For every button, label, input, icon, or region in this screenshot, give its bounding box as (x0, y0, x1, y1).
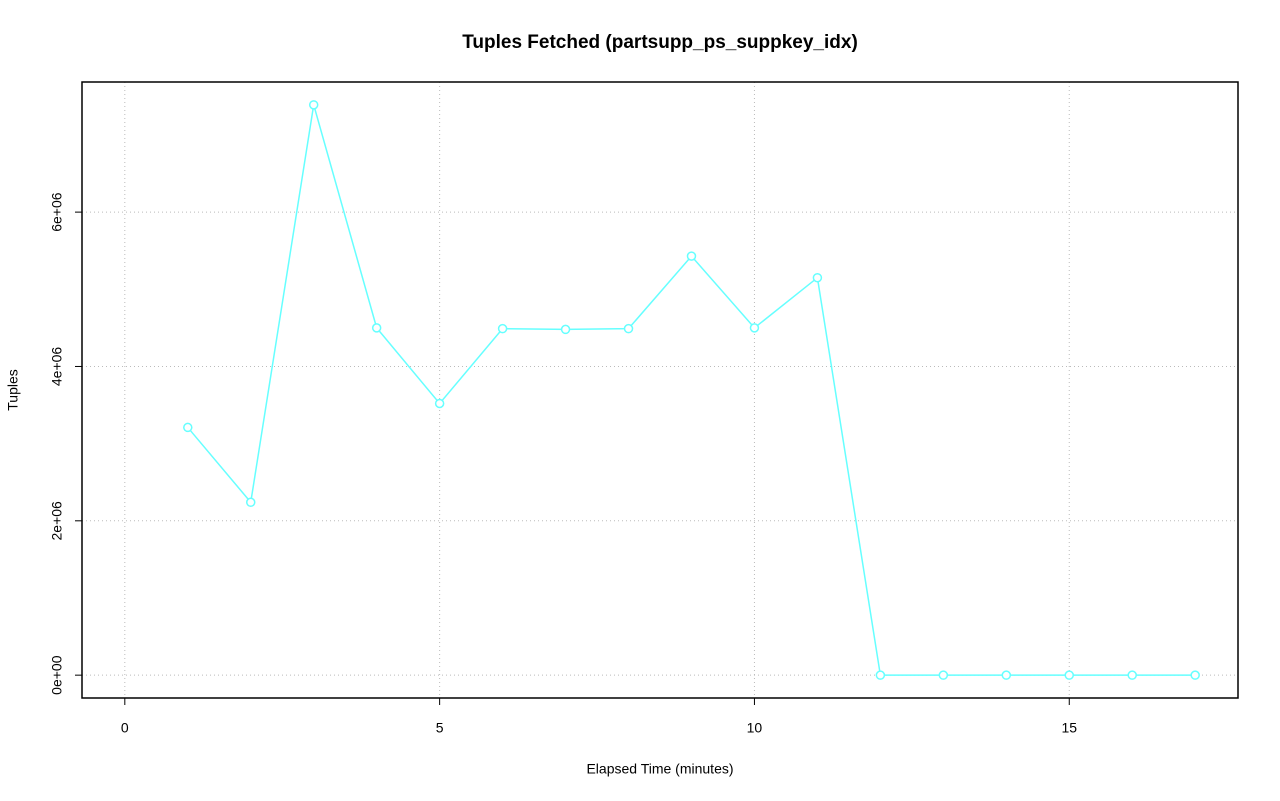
y-tick-label: 6e+06 (49, 192, 65, 232)
point (875, 670, 886, 680)
y-tick-label: 2e+06 (49, 501, 65, 541)
point (938, 670, 949, 680)
point (1064, 670, 1075, 680)
chart-title: Tuples Fetched (partsupp_ps_suppkey_idx) (462, 32, 858, 53)
point (686, 251, 697, 261)
point (245, 497, 256, 508)
point (1190, 670, 1200, 680)
point (308, 100, 319, 110)
y-tick-label: 4e+06 (49, 347, 65, 387)
point (1127, 670, 1137, 680)
point (749, 323, 760, 333)
x-axis-label: Elapsed Time (minutes) (586, 761, 733, 777)
x-tick-label: 0 (121, 720, 129, 736)
point (560, 324, 571, 335)
point (371, 323, 382, 333)
plot-frame (81, 81, 1239, 699)
y-tick-label: 0e+00 (49, 655, 65, 695)
point (497, 323, 508, 334)
x-tick-label: 5 (436, 720, 444, 736)
point (183, 422, 193, 433)
point (434, 398, 445, 409)
x-tick-label: 10 (747, 720, 763, 736)
point (1001, 670, 1012, 680)
point (623, 323, 634, 334)
y-axis-label: Tuples (5, 369, 21, 411)
x-tick-label: 15 (1061, 720, 1077, 736)
point (812, 272, 823, 283)
